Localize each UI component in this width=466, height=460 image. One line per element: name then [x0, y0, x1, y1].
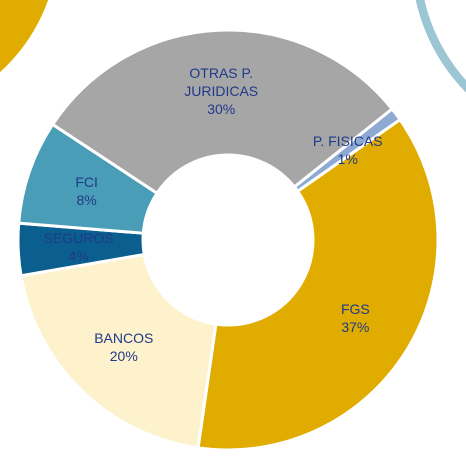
slice-label: FGS 37% — [307, 300, 403, 336]
value-label: 30% — [207, 100, 236, 117]
category-label: FGS — [340, 301, 370, 318]
slice-label: SEGUROS 4% — [31, 229, 127, 265]
neighbor-chart-inner — [424, 0, 466, 81]
slice-label: P. FISICAS 1% — [300, 132, 396, 168]
value-label: 20% — [109, 348, 138, 365]
slice-label: BANCOS 20% — [76, 329, 172, 365]
value-label: 1% — [337, 151, 358, 168]
category-label: P. FISICAS — [312, 133, 383, 150]
category-label: FCI — [75, 174, 98, 191]
donut-slice — [19, 252, 218, 450]
donut-slice — [196, 117, 440, 452]
category-label: SEGUROS — [43, 229, 114, 246]
category-label: BANCOS — [94, 330, 154, 347]
donut-slice — [50, 28, 395, 196]
donut-slice — [292, 106, 403, 194]
value-label: 4% — [68, 247, 89, 264]
category-label: OTRAS P. JURIDICAS — [184, 64, 259, 99]
value-label: 37% — [341, 319, 370, 336]
slice-label: OTRAS P. JURIDICAS 30% — [173, 64, 269, 118]
value-label: 8% — [76, 192, 97, 209]
neighbor-chart — [0, 0, 52, 77]
slice-label: FCI 8% — [39, 173, 135, 209]
